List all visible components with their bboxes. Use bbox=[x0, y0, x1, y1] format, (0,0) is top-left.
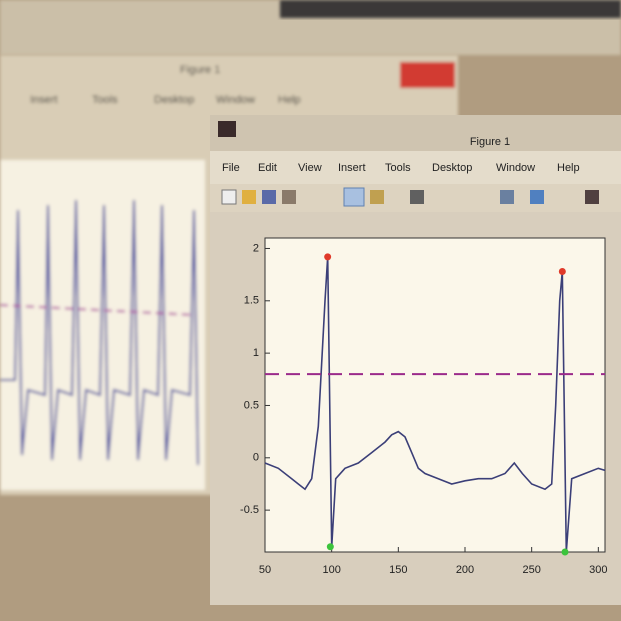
y-tick-label: 2 bbox=[253, 242, 259, 254]
tool-open[interactable] bbox=[242, 190, 256, 204]
tool-save[interactable] bbox=[262, 190, 276, 204]
back-axes bbox=[0, 160, 205, 490]
app-icon bbox=[218, 121, 236, 137]
x-tick-label: 200 bbox=[456, 564, 474, 576]
y-tick-label: 0.5 bbox=[244, 399, 259, 411]
x-tick-label: 100 bbox=[322, 564, 340, 576]
tool-plot[interactable] bbox=[585, 190, 599, 204]
axes bbox=[264, 237, 606, 553]
menu-item[interactable]: Window bbox=[216, 94, 255, 106]
peak-marker bbox=[558, 267, 566, 275]
tool-rotate[interactable] bbox=[410, 190, 424, 204]
menu-item[interactable]: Tools bbox=[385, 162, 411, 174]
tool-pan[interactable] bbox=[370, 190, 384, 204]
menu-item[interactable]: File bbox=[222, 162, 240, 174]
x-tick-label: 250 bbox=[522, 564, 540, 576]
menu-item[interactable]: Help bbox=[557, 162, 580, 174]
menu-item[interactable]: Window bbox=[496, 162, 535, 174]
y-tick-label: 0 bbox=[253, 452, 259, 464]
peak-marker bbox=[324, 253, 332, 261]
y-tick-label: 1.5 bbox=[244, 295, 259, 307]
tool-print[interactable] bbox=[282, 190, 296, 204]
menu-item[interactable]: View bbox=[298, 162, 322, 174]
ribbon-top bbox=[280, 0, 621, 18]
tool-new[interactable] bbox=[221, 189, 237, 205]
menu-item[interactable]: Edit bbox=[258, 162, 277, 174]
x-tick-label: 150 bbox=[389, 564, 407, 576]
back-title: Figure 1 bbox=[180, 64, 220, 76]
y-tick-label: -0.5 bbox=[240, 504, 259, 516]
menu-item[interactable]: Help bbox=[278, 94, 301, 106]
front-title: Figure 1 bbox=[470, 136, 510, 148]
tool-zoom[interactable] bbox=[343, 187, 365, 207]
close-button[interactable] bbox=[400, 62, 455, 88]
title-bar bbox=[210, 115, 621, 151]
menu-item[interactable]: Insert bbox=[30, 94, 58, 106]
y-tick-label: 1 bbox=[253, 347, 259, 359]
x-tick-label: 300 bbox=[589, 564, 607, 576]
x-tick-label: 50 bbox=[259, 564, 271, 576]
menu-item[interactable]: Desktop bbox=[432, 162, 472, 174]
trough-marker bbox=[326, 543, 334, 551]
menu-item[interactable]: Tools bbox=[92, 94, 118, 106]
menu-bar bbox=[210, 151, 621, 184]
tool-colorbar[interactable] bbox=[530, 190, 544, 204]
back-threshold bbox=[0, 304, 196, 316]
tool-legend[interactable] bbox=[500, 190, 514, 204]
trough-marker bbox=[561, 548, 569, 556]
signal-line bbox=[264, 256, 606, 553]
back-signal bbox=[0, 199, 199, 466]
menu-item[interactable]: Desktop bbox=[154, 94, 194, 106]
menu-item[interactable]: Insert bbox=[338, 162, 366, 174]
